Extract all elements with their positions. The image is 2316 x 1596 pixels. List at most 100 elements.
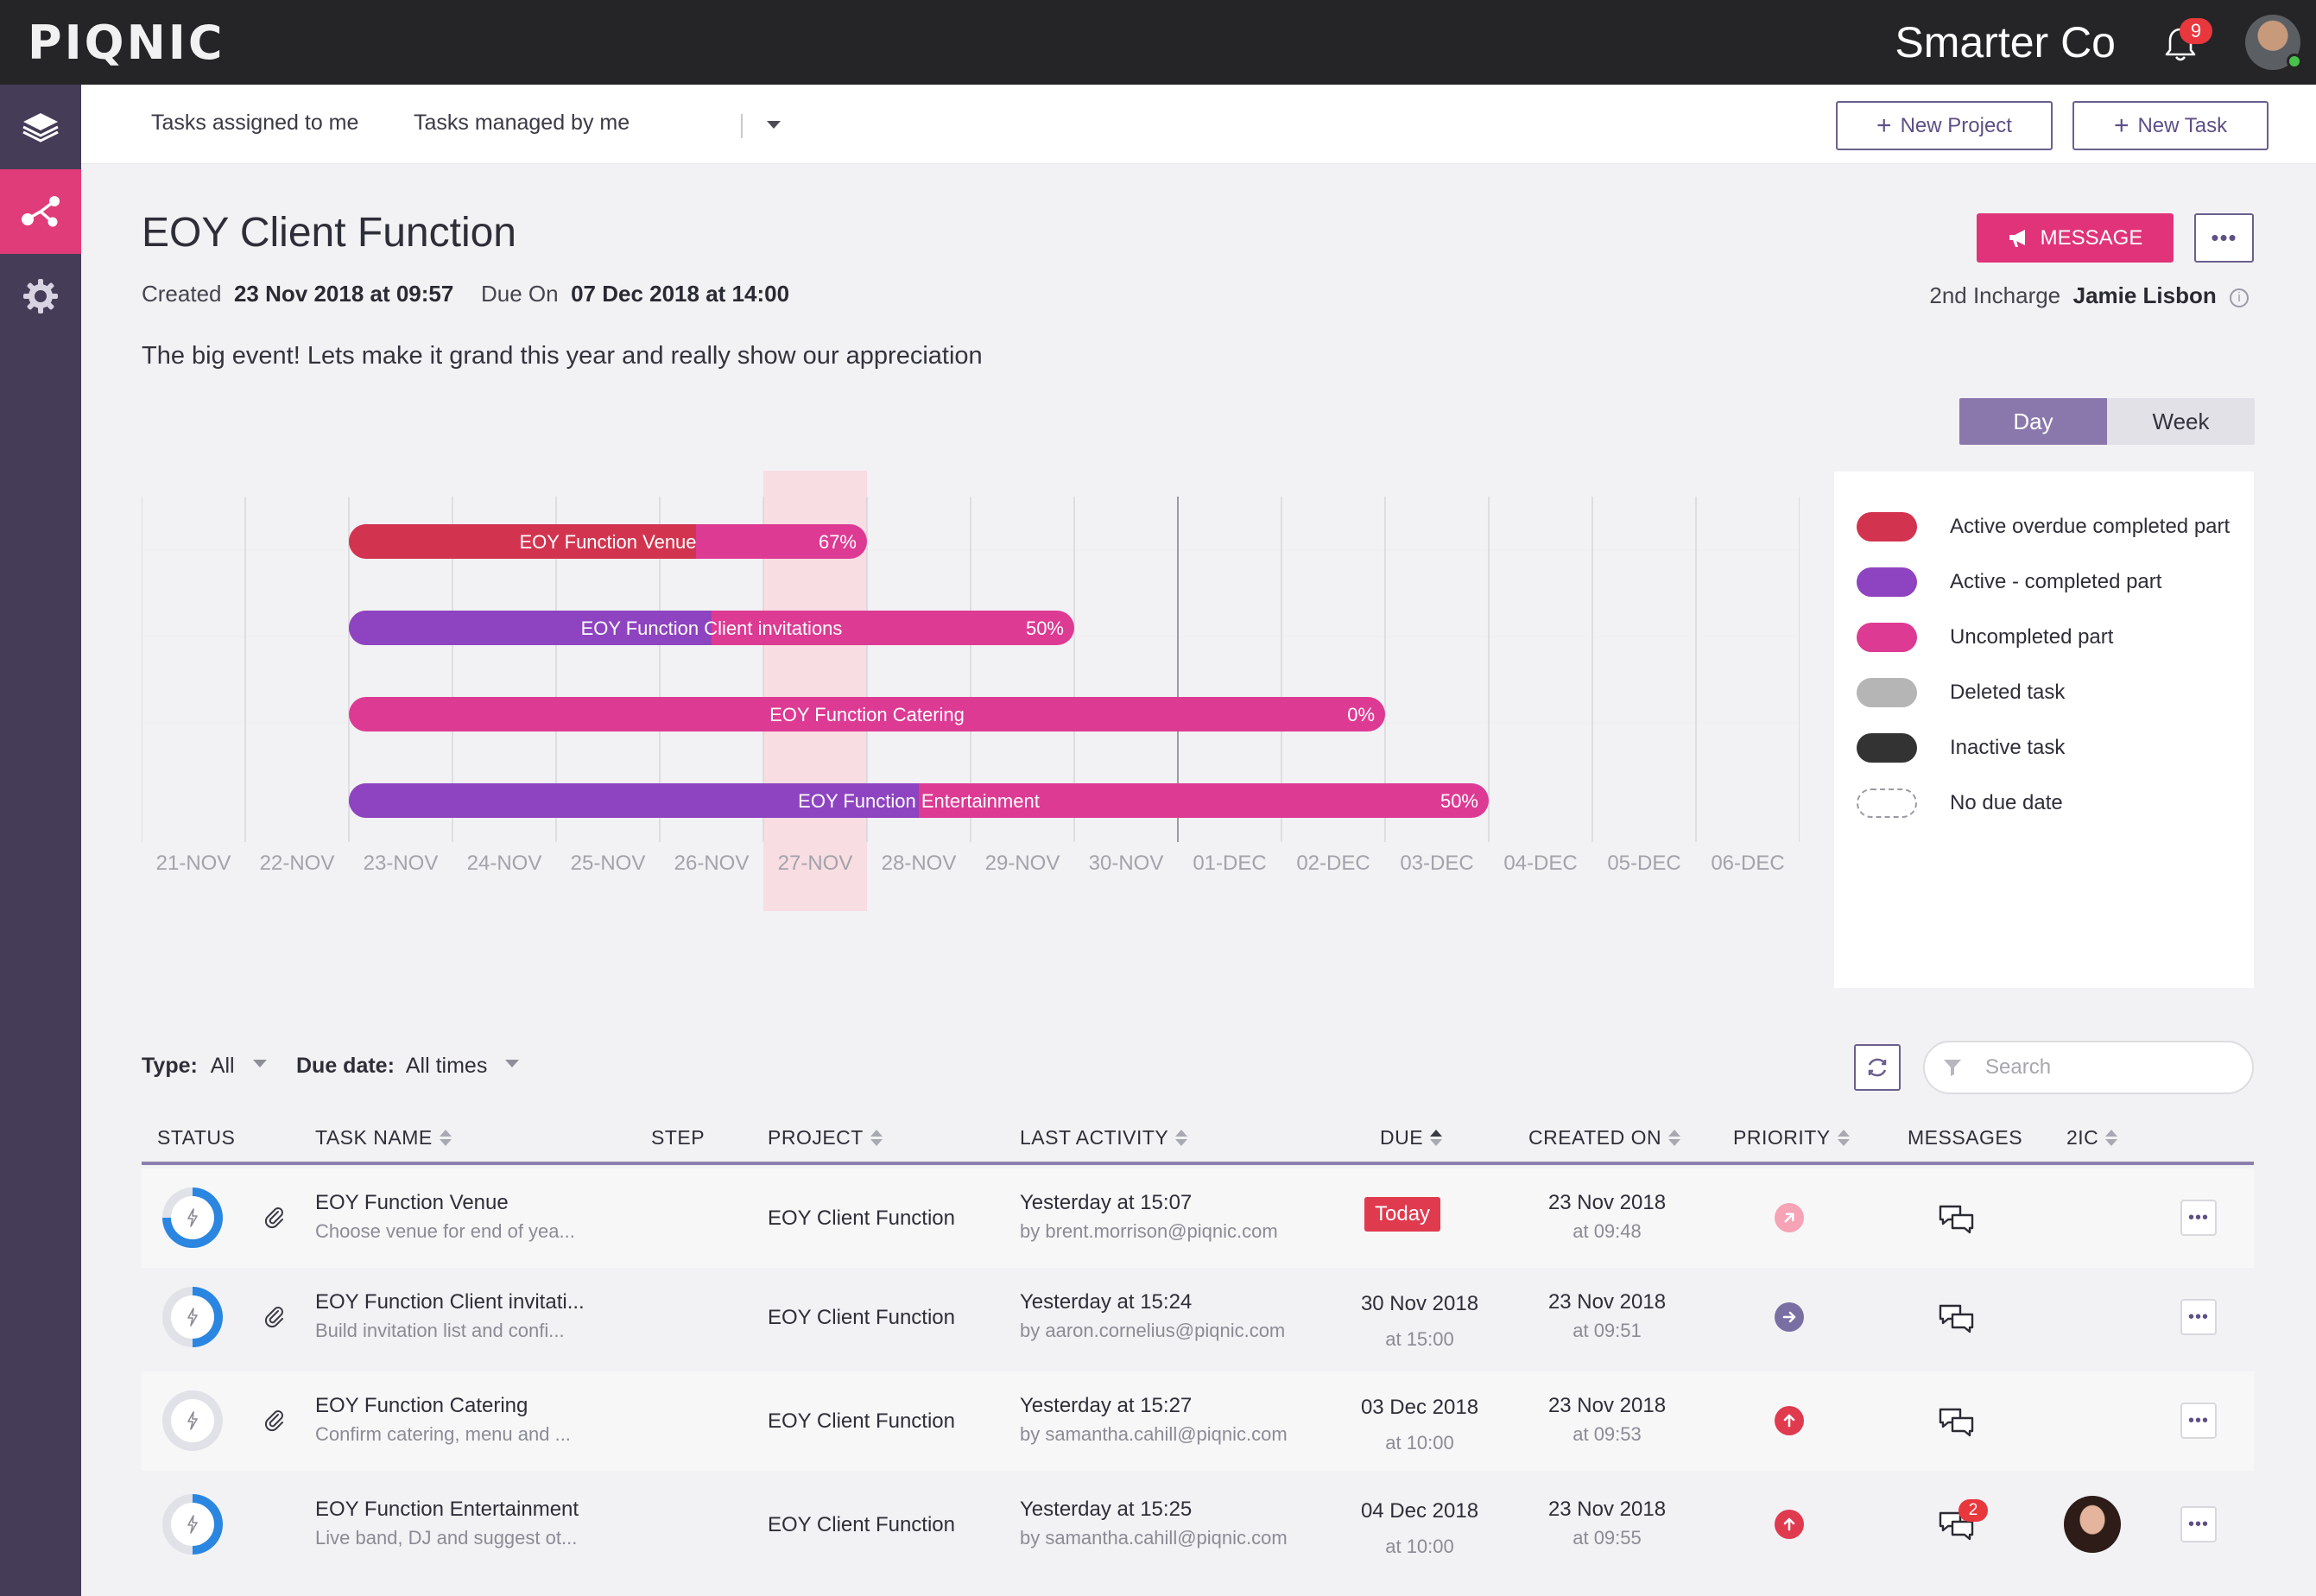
status-progress-ring[interactable] <box>162 1287 223 1347</box>
refresh-button[interactable] <box>1854 1044 1901 1091</box>
table-row[interactable]: EOY Function Catering Confirm catering, m… <box>142 1371 2254 1471</box>
created-cell: 23 Nov 2018 at 09:53 <box>1538 1394 1676 1446</box>
table-row[interactable]: EOY Function Entertainment Live band, DJ … <box>142 1475 2254 1574</box>
table-row[interactable]: EOY Function Venue Choose venue for end o… <box>142 1168 2254 1268</box>
header-2ic[interactable]: 2IC <box>2066 1126 2118 1150</box>
due-date: 04 Dec 2018 <box>1360 1499 1479 1523</box>
chat-bubbles-icon[interactable] <box>1938 1302 1976 1340</box>
last-activity-cell: Yesterday at 15:24 by aaron.cornelius@piq… <box>1020 1290 1285 1342</box>
task-name[interactable]: EOY Function Venue <box>315 1191 509 1214</box>
bolt-icon <box>187 1208 198 1227</box>
view-toggle: Day Week <box>1959 398 2255 445</box>
app-logo[interactable]: PIQNIC <box>28 16 225 70</box>
last-activity-cell: Yesterday at 15:27 by samantha.cahill@piq… <box>1020 1394 1288 1446</box>
sidebar-item-projects[interactable] <box>0 85 81 169</box>
created-value: 23 Nov 2018 at 09:57 <box>233 281 454 307</box>
project-cell[interactable]: EOY Client Function <box>768 1409 955 1433</box>
company-name[interactable]: Smarter Co <box>1895 18 2116 66</box>
chat-bubbles-icon[interactable] <box>1938 1510 1976 1547</box>
tab-tasks-managed[interactable]: Tasks managed by me <box>414 111 630 135</box>
bolt-icon <box>187 1411 198 1430</box>
created-meta: Created 23 Nov 2018 at 09:57 <box>142 281 453 307</box>
legend-label: Inactive task <box>1950 736 2066 759</box>
paperclip-icon[interactable] <box>264 1304 285 1334</box>
header-status: STATUS <box>157 1126 235 1150</box>
gantt-task-bar[interactable]: EOY Function Client invitations 50% <box>349 611 1074 645</box>
task-name[interactable]: EOY Function Catering <box>315 1394 528 1417</box>
table-row[interactable]: EOY Function Client invitati... Build inv… <box>142 1268 2254 1367</box>
header-last-activity[interactable]: LAST ACTIVITY <box>1020 1126 1188 1150</box>
status-progress-ring[interactable] <box>162 1188 223 1248</box>
info-icon[interactable]: i <box>2230 288 2249 307</box>
chat-bubbles-icon[interactable] <box>1938 1203 1976 1240</box>
task-name-cell[interactable]: EOY Function Client invitati... Build inv… <box>315 1290 585 1342</box>
tab-tasks-assigned[interactable]: Tasks assigned to me <box>151 111 359 135</box>
search-input[interactable] <box>1985 1055 2210 1080</box>
priority-right-arrow-icon[interactable] <box>1775 1302 1804 1332</box>
priority-up-arrow-icon[interactable] <box>1775 1510 1804 1539</box>
sidebar-item-settings[interactable] <box>0 254 81 339</box>
header-status-label: STATUS <box>157 1126 236 1149</box>
project-cell[interactable]: EOY Client Function <box>768 1306 955 1329</box>
assignee-avatar[interactable] <box>2064 1496 2121 1553</box>
header-task-name[interactable]: TASK NAME <box>315 1126 452 1150</box>
message-button[interactable]: MESSAGE <box>1977 213 2174 263</box>
priority-up-right-arrow-icon[interactable] <box>1775 1203 1804 1232</box>
legend-label: Uncompleted part <box>1950 625 2114 649</box>
due-time: at 10:00 <box>1385 1432 1454 1454</box>
task-name[interactable]: EOY Function Entertainment <box>315 1498 579 1521</box>
chat-bubbles-icon[interactable] <box>1938 1406 1976 1443</box>
date-tick-label: 27-NOV <box>778 852 853 875</box>
chevron-down-icon <box>505 1060 520 1067</box>
project-cell[interactable]: EOY Client Function <box>768 1513 955 1536</box>
header-due[interactable]: DUE <box>1380 1126 1443 1150</box>
new-project-button[interactable]: + New Project <box>1836 101 2053 150</box>
sort-icon <box>870 1130 883 1146</box>
task-name[interactable]: EOY Function Client invitati... <box>315 1290 585 1314</box>
bar-task-name: EOY Function Catering <box>769 704 965 725</box>
legend-label: Active - completed part <box>1950 570 2162 593</box>
type-filter[interactable]: Type: All <box>142 1054 267 1079</box>
header-created-on[interactable]: CREATED ON <box>1528 1126 1681 1150</box>
task-description: Choose venue for end of yea... <box>315 1220 575 1242</box>
project-description: The big event! Lets make it grand this y… <box>142 342 983 370</box>
incharge-name[interactable]: Jamie Lisbon <box>2072 282 2217 308</box>
date-tick-label: 05-DEC <box>1607 852 1680 875</box>
created-cell: 23 Nov 2018 at 09:55 <box>1538 1498 1676 1549</box>
layers-icon <box>22 113 59 142</box>
header-priority[interactable]: PRIORITY <box>1733 1126 1850 1150</box>
task-name-cell[interactable]: EOY Function Entertainment Live band, DJ … <box>315 1498 579 1549</box>
status-progress-ring[interactable] <box>162 1390 223 1451</box>
date-tick-label: 06-DEC <box>1711 852 1784 875</box>
due-cell: 03 Dec 2018 at 10:00 <box>1355 1396 1484 1454</box>
chevron-down-icon[interactable] <box>767 121 781 129</box>
due-date-filter[interactable]: Due date: All times <box>296 1054 520 1079</box>
legend-swatch <box>1857 567 1917 597</box>
task-name-cell[interactable]: EOY Function Catering Confirm catering, m… <box>315 1394 571 1446</box>
sidebar-item-workflow[interactable] <box>0 169 81 254</box>
paperclip-icon[interactable] <box>264 1408 285 1438</box>
header-project[interactable]: PROJECT <box>768 1126 883 1150</box>
gantt-task-bar[interactable]: EOY Function Catering 0% <box>349 697 1385 732</box>
project-cell[interactable]: EOY Client Function <box>768 1206 955 1230</box>
priority-up-arrow-icon[interactable] <box>1775 1406 1804 1435</box>
gantt-task-bar[interactable]: EOY Function Venue 67% <box>349 524 867 559</box>
task-name-cell[interactable]: EOY Function Venue Choose venue for end o… <box>315 1191 575 1243</box>
toggle-week[interactable]: Week <box>2107 398 2255 445</box>
notification-badge: 9 <box>2180 18 2212 44</box>
legend-swatch <box>1857 512 1917 542</box>
status-ring-center <box>171 1503 214 1546</box>
new-task-button[interactable]: + New Task <box>2072 101 2269 150</box>
row-more-button[interactable]: ••• <box>2180 1200 2217 1236</box>
toggle-day[interactable]: Day <box>1959 398 2107 445</box>
row-more-button[interactable]: ••• <box>2180 1403 2217 1439</box>
more-options-button[interactable]: ••• <box>2194 213 2254 263</box>
row-more-button[interactable]: ••• <box>2180 1506 2217 1542</box>
header-last-activity-label: LAST ACTIVITY <box>1020 1126 1169 1149</box>
gantt-task-bar[interactable]: EOY Function Entertainment 50% <box>349 783 1489 818</box>
status-progress-ring[interactable] <box>162 1494 223 1555</box>
sort-icon <box>1837 1130 1850 1146</box>
row-more-button[interactable]: ••• <box>2180 1299 2217 1335</box>
bar-completed-part <box>349 783 919 818</box>
paperclip-icon[interactable] <box>264 1205 285 1235</box>
